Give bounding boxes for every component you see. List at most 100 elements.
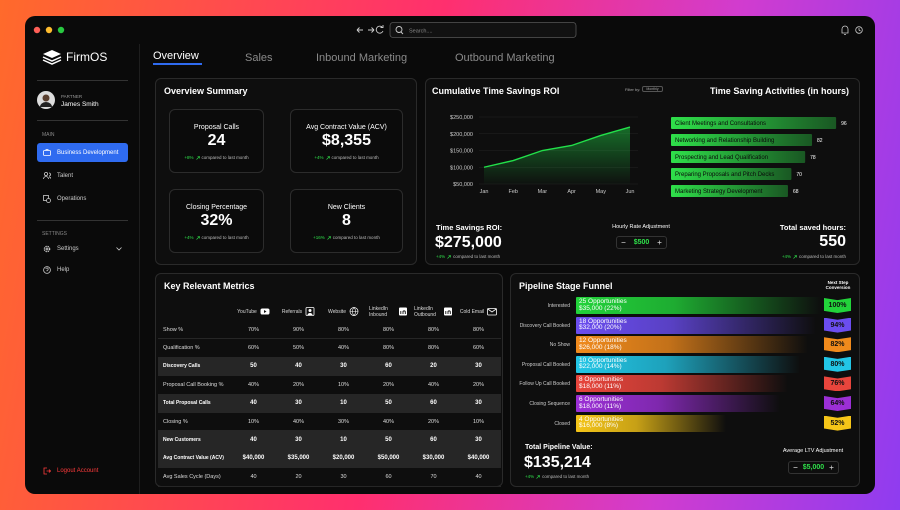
plus-button[interactable] [657, 240, 662, 245]
column-icon [444, 307, 452, 316]
icon-shape [349, 307, 358, 316]
nav-item[interactable]: Talent [37, 166, 128, 185]
change-pct: +4% [184, 235, 194, 240]
y-tick-label: $150,000 [450, 149, 473, 155]
stage-opportunities: 4 Opportunities [579, 415, 624, 423]
search-icon [395, 26, 403, 33]
minus-button[interactable] [793, 465, 798, 470]
nav-item[interactable]: Settings [37, 239, 128, 258]
total-label: Total Pipeline Value: [525, 444, 593, 451]
logout-label: Logout Account [57, 467, 99, 474]
tab[interactable]: Sales [245, 52, 273, 64]
stat-label: Avg Contract Value (ACV) [306, 124, 387, 131]
clock-icon[interactable] [855, 26, 863, 34]
funnel-bar: 18 Opportunities $32,000 (20%) [576, 316, 816, 334]
y-tick-label: $250,000 [450, 115, 473, 121]
value-label: 68 [793, 189, 799, 195]
logo-icon [42, 50, 62, 65]
stat-label: Proposal Calls [193, 124, 240, 131]
back-arrow[interactable] [356, 27, 363, 33]
roi-change: +4% compared to last month [436, 254, 500, 259]
up-arrow [325, 155, 330, 160]
change-note: compared to last month [331, 155, 379, 160]
search-box[interactable] [389, 22, 577, 38]
minimize-dot[interactable] [45, 26, 53, 34]
table-cell: 80% [411, 338, 456, 358]
nav-item[interactable]: Business Development [37, 143, 128, 162]
tab[interactable]: Inbound Marketing [316, 52, 408, 64]
change-pct: +8% [184, 155, 194, 160]
icon-shape [307, 313, 313, 315]
row-label: New Customers [158, 430, 231, 450]
table-cell: 40 [231, 394, 276, 413]
funnel-bar: 8 Opportunities $18,000 (11%) [576, 375, 788, 393]
change-note: compared to last month [542, 474, 590, 479]
table-cell: 60 [366, 357, 411, 377]
clock-hands [858, 28, 861, 32]
logout-item[interactable]: Logout Account [37, 461, 128, 480]
column-header: Referrals [276, 302, 321, 321]
conversion-badge: 76% [824, 376, 851, 392]
table-row: Qualification % 60% 50% 40% 80% 80% 60% [158, 338, 501, 358]
table-cell: 20% [276, 375, 321, 395]
table-cell: 40 [276, 357, 321, 377]
stage-label: Closed [554, 420, 570, 427]
funnel-panel: Pipeline Stage Funnel Next Step Conversi… [510, 273, 860, 487]
y-tick-label: $100,000 [450, 165, 473, 171]
ltv-label: Average LTV Adjustment [782, 448, 844, 454]
rate-stepper[interactable]: $500 [616, 236, 667, 249]
panel-title: Cumulative Time Savings ROI [432, 86, 560, 96]
column-header: LinkedIn Outbound [411, 302, 456, 321]
table-cell: 50 [366, 394, 411, 413]
table-cell: $40,000 [231, 449, 276, 469]
table-header: YouTube Referrals Website LinkedIn Inbound L… [158, 302, 501, 321]
table-cell: $35,000 [276, 449, 321, 469]
filter-select[interactable]: Monthly [642, 86, 663, 92]
ltv-stepper[interactable]: $5,000 [788, 461, 839, 474]
search-placeholder[interactable]: Search.... [409, 29, 433, 35]
forward-arrow[interactable] [368, 27, 375, 33]
area [484, 127, 630, 184]
up-arrow [793, 254, 797, 259]
panel-title: Pipeline Stage Funnel [519, 281, 613, 291]
nav-item[interactable]: Operations [37, 189, 128, 208]
bar-label: Networking and Relationship Building [675, 138, 774, 144]
stat-card: Closing Percentage 32% +4% compared to last… [169, 189, 264, 253]
table-cell: 50 [366, 430, 411, 450]
row-label: Show % [158, 321, 231, 340]
stage-opportunities: 8 Opportunities [579, 376, 624, 384]
table-cell: $40,000 [456, 449, 501, 469]
reload-icon[interactable] [375, 25, 384, 34]
table-row: Avg Contract Value (ACV) $40,000 $35,000 $2… [158, 449, 501, 469]
stage-label: No Show [549, 342, 570, 349]
icon-shape [400, 310, 406, 314]
close-dot[interactable] [33, 26, 41, 34]
minus-button[interactable] [621, 240, 626, 245]
stat-value: 32% [200, 212, 233, 229]
stage-amount: $18,000 (11%) [579, 402, 622, 410]
filter[interactable]: Filter by: Monthly [625, 86, 663, 92]
stage-amount: $26,000 (18%) [579, 343, 622, 351]
plus-button[interactable] [829, 465, 834, 470]
table-cell: 80% [366, 321, 411, 340]
conversion-badge: 82% [824, 337, 851, 353]
bell-icon[interactable] [841, 25, 849, 35]
panel-title: Overview Summary [164, 86, 248, 96]
chevron-icon [116, 246, 122, 251]
stage-label: Interested [547, 303, 570, 309]
tab[interactable]: Outbound Marketing [455, 52, 555, 64]
stage-amount: $32,000 (20%) [579, 324, 622, 332]
divider [37, 80, 128, 81]
conversion-badge: 80% [824, 356, 851, 372]
overview-panel: Overview Summary Proposal Calls 24 +8% comp… [155, 78, 417, 265]
table-cell: 40% [231, 375, 276, 395]
nav-item[interactable]: Help [37, 260, 128, 279]
maximize-dot[interactable] [57, 26, 65, 34]
nav-label: Talent [57, 172, 74, 179]
arrow-path [325, 155, 330, 160]
funnel-bar: 6 Opportunities $18,000 (11%) [576, 395, 780, 412]
tab[interactable]: Overview [153, 50, 199, 62]
stat-value: 8 [342, 212, 351, 229]
table-cell: 20 [276, 467, 321, 487]
bar [671, 117, 837, 129]
